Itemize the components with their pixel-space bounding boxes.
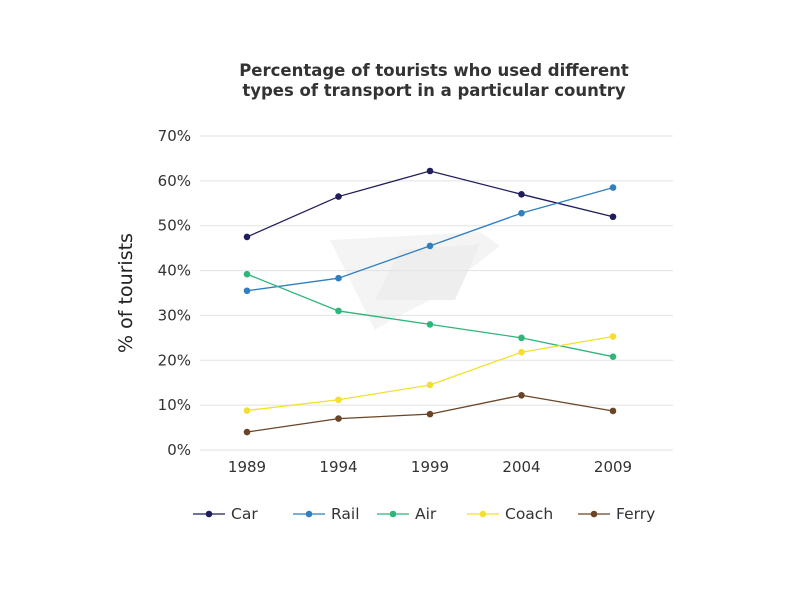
watermark-logo xyxy=(330,232,500,330)
series-ferry xyxy=(243,391,617,436)
data-point-rail-1994 xyxy=(335,274,342,282)
data-point-ferry-1999 xyxy=(426,410,434,418)
legend-label-car: Car xyxy=(231,505,258,523)
legend-swatch-marker-ferry xyxy=(590,510,598,518)
legend-item-air: Air xyxy=(377,505,437,523)
x-tick-label: 1989 xyxy=(228,458,266,476)
data-point-ferry-2009 xyxy=(609,407,617,415)
y-axis-label: % of tourists xyxy=(115,233,137,353)
data-point-air-2009 xyxy=(609,353,617,360)
data-point-car-1999 xyxy=(426,167,434,175)
y-tick-label: 0% xyxy=(167,441,191,459)
x-tick-label: 1994 xyxy=(319,458,357,476)
data-point-car-2009 xyxy=(609,213,617,221)
legend-item-rail: Rail xyxy=(293,505,360,523)
data-point-car-1989 xyxy=(243,233,251,241)
series-car xyxy=(243,167,617,241)
data-point-air-1994 xyxy=(335,307,342,315)
data-point-rail-2009 xyxy=(609,184,617,191)
series-air xyxy=(243,270,617,360)
y-tick-label: 10% xyxy=(158,396,191,414)
legend-swatch-marker-car xyxy=(205,510,213,518)
data-point-coach-2009 xyxy=(609,333,617,340)
chart-title-line-2: types of transport in a particular count… xyxy=(242,81,626,100)
x-tick-label: 2004 xyxy=(502,458,540,476)
y-tick-label: 40% xyxy=(158,262,191,280)
legend-swatch-marker-rail xyxy=(305,510,313,518)
data-point-coach-1999 xyxy=(426,381,434,389)
series-coach xyxy=(243,333,617,414)
x-tick-label: 2009 xyxy=(594,458,632,476)
data-point-coach-1989 xyxy=(243,407,251,414)
legend-item-car: Car xyxy=(193,505,258,523)
legend: Car Rail Air Coach Ferry xyxy=(193,505,655,523)
data-point-coach-2004 xyxy=(518,348,525,356)
data-point-rail-2004 xyxy=(518,209,525,217)
chart-title-line-1: Percentage of tourists who used differen… xyxy=(239,61,629,80)
series-rail xyxy=(243,184,617,295)
data-point-car-1994 xyxy=(335,193,342,200)
legend-label-coach: Coach xyxy=(505,505,553,523)
y-tick-label: 60% xyxy=(158,172,191,190)
data-point-air-2004 xyxy=(518,334,525,342)
data-point-ferry-2004 xyxy=(518,391,525,399)
data-point-air-1999 xyxy=(426,321,434,328)
x-tick-label: 1999 xyxy=(411,458,449,476)
legend-item-ferry: Ferry xyxy=(578,505,655,523)
data-point-ferry-1994 xyxy=(335,415,342,422)
legend-label-rail: Rail xyxy=(331,505,360,523)
legend-item-coach: Coach xyxy=(467,505,553,523)
data-point-coach-1994 xyxy=(335,396,342,404)
data-point-rail-1999 xyxy=(426,242,434,250)
legend-swatch-marker-air xyxy=(389,510,397,518)
y-tick-label: 70% xyxy=(158,127,191,145)
legend-swatch-marker-coach xyxy=(479,510,487,518)
data-point-air-1989 xyxy=(243,270,251,278)
data-point-ferry-1989 xyxy=(243,428,251,436)
legend-label-air: Air xyxy=(415,505,437,523)
series-line-coach xyxy=(246,335,614,412)
data-point-rail-1989 xyxy=(243,287,251,295)
y-tick-label: 20% xyxy=(158,351,191,369)
y-tick-label: 50% xyxy=(158,217,191,235)
data-point-car-2004 xyxy=(518,191,525,198)
y-tick-label: 30% xyxy=(158,306,191,324)
legend-label-ferry: Ferry xyxy=(616,505,655,523)
